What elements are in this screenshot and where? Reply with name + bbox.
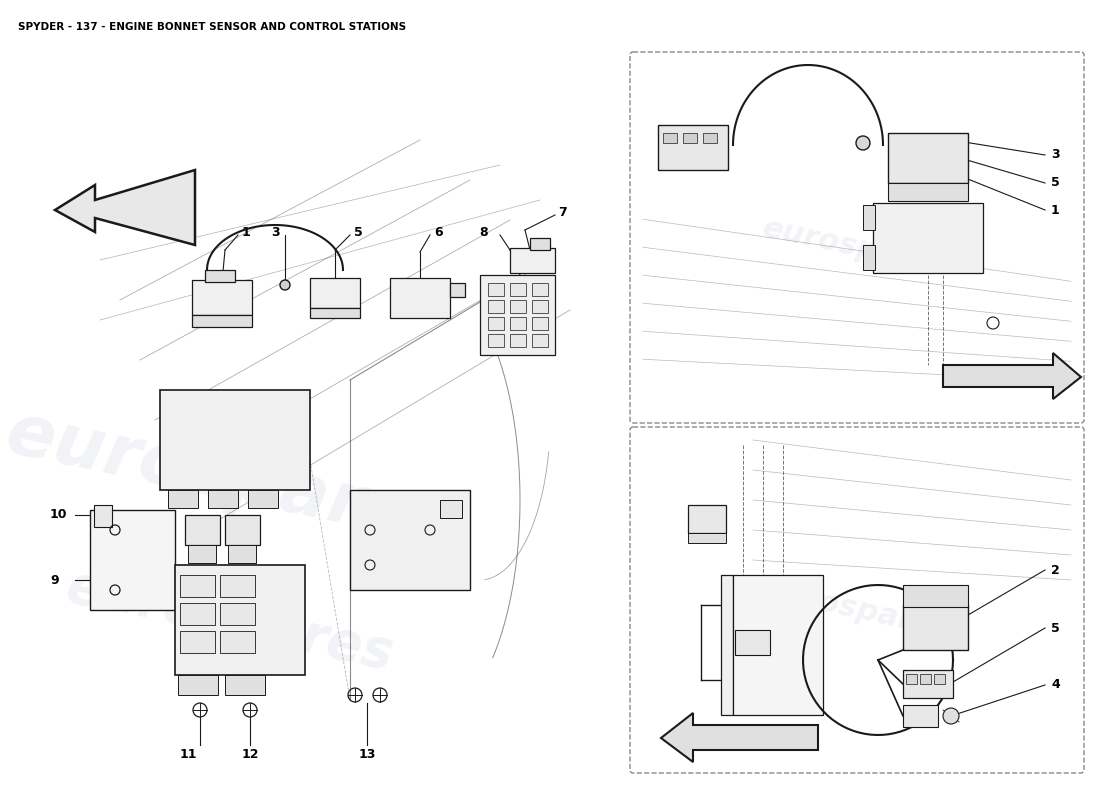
Text: eurospares: eurospares xyxy=(62,560,398,680)
Bar xyxy=(168,490,198,508)
Bar xyxy=(188,545,216,563)
Bar xyxy=(906,674,917,684)
Bar xyxy=(390,278,450,318)
Text: 9: 9 xyxy=(50,574,58,586)
Bar xyxy=(873,203,983,273)
Bar xyxy=(903,705,938,727)
Bar xyxy=(488,334,504,347)
Bar xyxy=(310,278,360,308)
Polygon shape xyxy=(55,170,195,245)
Bar xyxy=(532,283,548,296)
Bar xyxy=(175,565,305,675)
Bar xyxy=(220,631,255,653)
Text: 3: 3 xyxy=(1050,149,1059,162)
Bar xyxy=(248,490,278,508)
Bar xyxy=(208,490,238,508)
Bar xyxy=(888,133,968,183)
Text: eurospares: eurospares xyxy=(760,576,955,644)
Bar xyxy=(703,133,717,143)
Text: 13: 13 xyxy=(359,749,376,762)
Bar xyxy=(864,205,874,230)
Text: 5: 5 xyxy=(1050,177,1059,190)
Bar xyxy=(510,248,556,273)
Text: 8: 8 xyxy=(480,226,488,238)
Bar xyxy=(185,515,220,545)
Bar xyxy=(510,317,526,330)
FancyBboxPatch shape xyxy=(630,427,1084,773)
Text: 2: 2 xyxy=(1050,563,1059,577)
Bar xyxy=(488,283,504,296)
Bar xyxy=(510,334,526,347)
Text: 5: 5 xyxy=(1050,622,1059,634)
Bar xyxy=(488,300,504,313)
Bar xyxy=(510,300,526,313)
Bar xyxy=(178,675,218,695)
Bar xyxy=(720,575,733,715)
Bar xyxy=(903,585,968,607)
Bar xyxy=(440,500,462,518)
Text: 5: 5 xyxy=(354,226,363,238)
Polygon shape xyxy=(943,353,1081,399)
Bar xyxy=(903,670,953,698)
Bar xyxy=(180,603,214,625)
Bar xyxy=(532,317,548,330)
Bar xyxy=(663,133,676,143)
Bar xyxy=(94,505,112,527)
Bar xyxy=(532,334,548,347)
FancyBboxPatch shape xyxy=(630,52,1084,423)
Bar xyxy=(658,125,728,170)
Text: 1: 1 xyxy=(1050,203,1059,217)
Bar xyxy=(160,390,310,490)
Bar xyxy=(920,674,931,684)
Text: 4: 4 xyxy=(1050,678,1059,691)
Bar xyxy=(888,183,968,201)
Bar xyxy=(205,270,235,282)
Text: 6: 6 xyxy=(434,226,442,238)
Bar xyxy=(310,308,360,318)
Text: ECU: ECU xyxy=(226,430,245,440)
Bar xyxy=(350,490,470,590)
Bar xyxy=(934,674,945,684)
Text: 11: 11 xyxy=(179,749,197,762)
Bar xyxy=(735,630,770,655)
Bar xyxy=(450,283,465,297)
Bar xyxy=(733,575,823,715)
Bar xyxy=(192,315,252,327)
Bar xyxy=(688,505,726,533)
Bar xyxy=(683,133,697,143)
Bar xyxy=(688,533,726,543)
Bar xyxy=(90,510,175,610)
Text: 12: 12 xyxy=(241,749,258,762)
Text: eurospares: eurospares xyxy=(760,214,955,282)
Text: SPYDER - 137 - ENGINE BONNET SENSOR AND CONTROL STATIONS: SPYDER - 137 - ENGINE BONNET SENSOR AND … xyxy=(18,22,406,32)
Bar xyxy=(488,317,504,330)
Bar xyxy=(220,575,255,597)
Bar xyxy=(180,575,214,597)
Polygon shape xyxy=(661,713,818,762)
Bar xyxy=(532,300,548,313)
Circle shape xyxy=(856,136,870,150)
Bar xyxy=(480,275,556,355)
Text: 1: 1 xyxy=(242,226,251,238)
Text: 7: 7 xyxy=(558,206,566,219)
Bar xyxy=(192,280,252,315)
Bar xyxy=(220,603,255,625)
Bar xyxy=(864,245,874,270)
Circle shape xyxy=(943,708,959,724)
Circle shape xyxy=(280,280,290,290)
Bar xyxy=(228,545,256,563)
Bar xyxy=(226,675,265,695)
Bar xyxy=(530,238,550,250)
Text: 10: 10 xyxy=(50,509,67,522)
Text: eurospares: eurospares xyxy=(0,398,461,562)
Text: 3: 3 xyxy=(272,226,280,238)
Bar xyxy=(226,515,260,545)
Bar xyxy=(903,605,968,650)
Bar xyxy=(510,283,526,296)
Bar xyxy=(180,631,214,653)
